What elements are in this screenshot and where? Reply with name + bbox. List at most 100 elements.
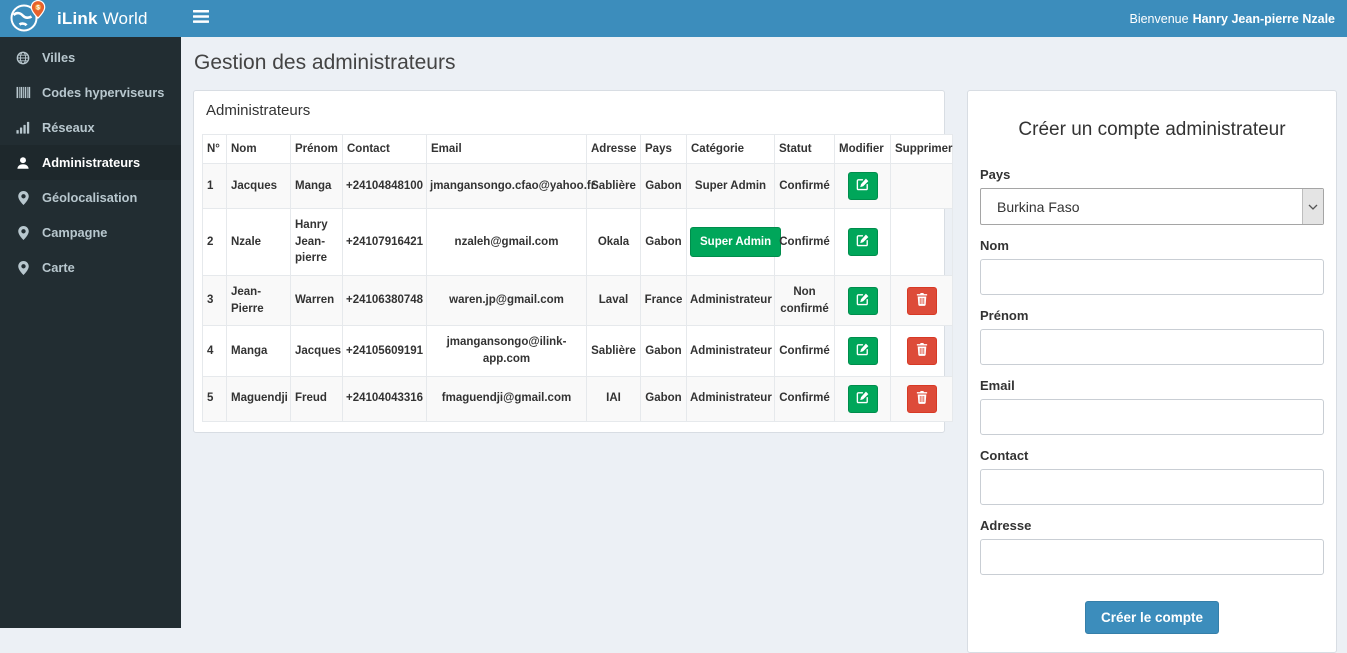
cell-adresse: Sablière xyxy=(586,163,641,209)
edit-button[interactable] xyxy=(847,228,878,256)
map-marker-icon xyxy=(15,260,31,275)
select-wrap: Burkina Faso xyxy=(980,188,1324,225)
barcode-icon xyxy=(15,86,31,99)
edit-icon xyxy=(856,178,869,194)
sidebar-item-reseaux[interactable]: Réseaux xyxy=(0,110,181,145)
sidebar-item-label: Géolocalisation xyxy=(42,190,138,205)
cell-prenom: Warren xyxy=(290,275,343,327)
cell-categorie: Administrateur xyxy=(686,375,775,422)
field-label-prenom: Prénom xyxy=(980,308,1029,323)
sidebar-item-codes-hyperviseurs[interactable]: Codes hyperviseurs xyxy=(0,75,181,110)
trash-icon xyxy=(916,390,928,407)
cell-supprimer xyxy=(890,275,953,327)
user-icon xyxy=(15,156,31,170)
sidebar-item-villes[interactable]: Villes xyxy=(0,40,181,75)
cell-prenom: Jacques xyxy=(290,325,343,377)
edit-button[interactable] xyxy=(847,384,878,413)
form-group-pays: Pays Burkina Faso xyxy=(980,167,1324,225)
cell-prenom: Freud xyxy=(290,375,343,422)
cell-adresse: Sablière xyxy=(586,325,641,377)
cell-email: waren.jp@gmail.com xyxy=(426,275,587,327)
top-navbar: Bienvenue Hanry Jean-pierre Nzale xyxy=(181,0,1347,37)
table-row: 1 Jacques Manga +24104848100 jmangansongo.cf… xyxy=(202,163,953,209)
cell-nom: Jacques xyxy=(226,163,291,209)
field-label-adresse: Adresse xyxy=(980,518,1032,533)
prenom-input[interactable] xyxy=(980,329,1324,365)
cell-nom: Manga xyxy=(226,325,291,377)
edit-button[interactable] xyxy=(847,286,878,315)
form-title: Créer un compte administrateur xyxy=(1018,119,1286,140)
app-title: iLink World xyxy=(57,8,148,28)
sidebar-item-geolocalisation[interactable]: Géolocalisation xyxy=(0,180,181,215)
sidebar-item-administrateurs[interactable]: Administrateurs xyxy=(0,145,181,180)
cell-modifier xyxy=(834,207,891,277)
admin-table-body: 1 Jacques Manga +24104848100 jmangansongo.cf… xyxy=(202,163,953,422)
cell-adresse: Laval xyxy=(586,275,641,327)
column-header-categorie: Catégorie xyxy=(686,134,775,164)
adresse-input[interactable] xyxy=(980,539,1324,575)
cell-num: 5 xyxy=(202,375,227,422)
delete-button[interactable] xyxy=(906,384,937,413)
sidebar-item-campagne[interactable]: Campagne xyxy=(0,215,181,250)
globe-pin-icon: $ xyxy=(8,0,48,38)
sidebar-toggle-button[interactable] xyxy=(181,0,221,37)
cell-num: 2 xyxy=(202,207,227,277)
cell-supprimer xyxy=(890,207,953,277)
edit-icon xyxy=(856,343,869,359)
category-badge[interactable]: Super Admin xyxy=(690,226,782,258)
cell-statut: Confirmé xyxy=(774,375,835,422)
cell-pays: Gabon xyxy=(640,207,687,277)
cell-supprimer xyxy=(890,163,953,209)
field-label-email: Email xyxy=(980,378,1015,393)
column-header-contact: Contact xyxy=(342,134,427,164)
delete-button[interactable] xyxy=(906,286,937,315)
signal-icon xyxy=(15,121,31,134)
cell-statut: Confirmé xyxy=(774,207,835,277)
contact-input[interactable] xyxy=(980,469,1324,505)
sidebar-item-label: Administrateurs xyxy=(42,155,141,170)
cell-supprimer xyxy=(890,325,953,377)
table-row: 4 Manga Jacques +24105609191 jmangansongo@il… xyxy=(202,325,953,377)
field-label-contact: Contact xyxy=(980,448,1029,463)
main-content: Gestion des administrateurs Administrate… xyxy=(181,37,1347,653)
column-header-pays: Pays xyxy=(640,134,687,164)
delete-button[interactable] xyxy=(906,337,937,366)
cell-email: fmaguendji@gmail.com xyxy=(426,375,587,422)
table-row: 2 Nzale Hanry Jean-pierre +24107916421 nzale… xyxy=(202,207,953,277)
create-account-button[interactable]: Créer le compte xyxy=(1084,601,1220,634)
cell-contact: +24105609191 xyxy=(342,325,427,377)
sidebar-menu: Villes Codes hyperviseurs Réseaux Administr… xyxy=(0,37,181,628)
panel-title: Administrateurs xyxy=(206,102,311,119)
cell-num: 1 xyxy=(202,163,227,209)
pays-select[interactable]: Burkina Faso xyxy=(980,188,1324,225)
column-header-adresse: Adresse xyxy=(586,134,641,164)
column-header-email: Email xyxy=(426,134,587,164)
sidebar-item-label: Codes hyperviseurs xyxy=(42,85,165,100)
sidebar-item-carte[interactable]: Carte xyxy=(0,250,181,285)
form-group-contact: Contact xyxy=(980,448,1324,505)
cell-categorie: Administrateur xyxy=(686,325,775,377)
column-header-supprimer: Supprimer xyxy=(890,134,953,164)
app-logo[interactable]: $ iLink World xyxy=(0,0,181,37)
cell-prenom: Hanry Jean-pierre xyxy=(290,207,343,277)
edit-button[interactable] xyxy=(847,172,878,200)
globe-icon xyxy=(15,51,31,65)
cell-adresse: IAI xyxy=(586,375,641,422)
nom-input[interactable] xyxy=(980,259,1324,295)
cell-modifier xyxy=(834,325,891,377)
cell-statut: Non confirmé xyxy=(774,275,835,327)
edit-button[interactable] xyxy=(847,337,878,366)
edit-icon xyxy=(856,234,869,250)
cell-pays: Gabon xyxy=(640,163,687,209)
email-input[interactable] xyxy=(980,399,1324,435)
field-label-pays: Pays xyxy=(980,167,1011,182)
user-menu[interactable]: Bienvenue Hanry Jean-pierre Nzale xyxy=(1129,12,1347,26)
cell-email: nzaleh@gmail.com xyxy=(426,207,587,277)
form-group-email: Email xyxy=(980,378,1324,435)
cell-modifier xyxy=(834,163,891,209)
cell-pays: Gabon xyxy=(640,375,687,422)
map-marker-icon xyxy=(15,190,31,205)
table-header-row: N° Nom Prénom Contact Email Adresse Pays Catégo… xyxy=(202,134,953,164)
cell-pays: Gabon xyxy=(640,325,687,377)
form-group-nom: Nom xyxy=(980,238,1324,295)
